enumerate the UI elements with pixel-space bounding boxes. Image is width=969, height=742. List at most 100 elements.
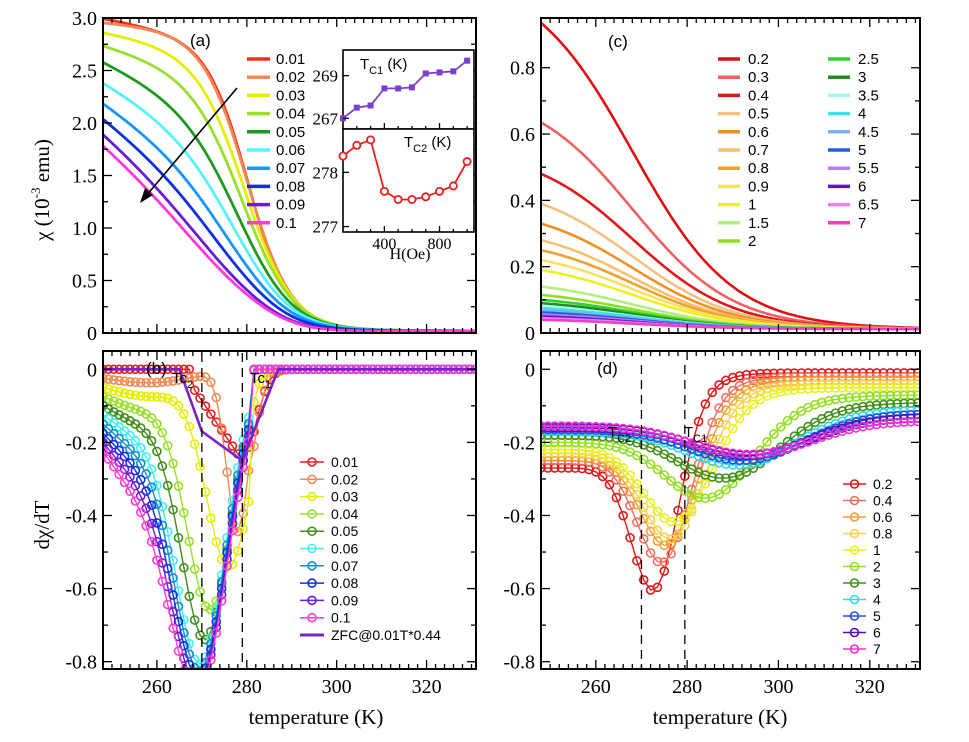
series-b-point-0.03 xyxy=(141,391,151,402)
series-d-point-2 xyxy=(775,422,786,432)
inset-bottom-xtick-label: 400 xyxy=(372,236,396,253)
panel-d-ytick-label: -0.8 xyxy=(503,652,535,674)
legend-c-label-1: 1 xyxy=(748,197,756,214)
series-b-point-0.1 xyxy=(146,536,157,547)
series-b-point-0.03 xyxy=(103,382,108,393)
series-d-point-2 xyxy=(782,415,793,426)
series-b-point-0.05 xyxy=(157,461,168,471)
series-d-point-0.2 xyxy=(700,399,711,409)
panel-d-xtick-label: 280 xyxy=(672,676,702,698)
series-d-point-0.8 xyxy=(727,408,738,418)
series-b-point-0.04 xyxy=(168,458,178,469)
series-d-point-7 xyxy=(871,419,882,430)
series-b-point-0.1 xyxy=(206,655,216,665)
series-b-point-0.05 xyxy=(119,413,130,423)
series-b-point-0.04 xyxy=(103,391,108,402)
panel-b-xtick-label: 260 xyxy=(142,676,172,698)
panel-a-ytick-label: 2.0 xyxy=(72,113,97,135)
series-b-point-0.05 xyxy=(114,410,124,420)
series-b-point-0.1 xyxy=(168,623,178,634)
series-d-point-2 xyxy=(693,492,704,503)
x-axis-label-right: temperature (K) xyxy=(653,705,788,729)
series-b-point-0.03 xyxy=(130,390,141,401)
inset-top-point xyxy=(408,84,415,91)
series-b-point-0.03 xyxy=(254,378,265,389)
series-d-point-2 xyxy=(844,392,855,403)
series-b-point-0.03 xyxy=(168,396,178,406)
series-b-point-0.02 xyxy=(152,377,162,388)
series-d-point-1 xyxy=(796,384,807,395)
series-b-point-0.02 xyxy=(168,376,178,386)
series-d-point-3 xyxy=(858,401,868,412)
series-b-point-0.03 xyxy=(238,524,249,534)
series-b-point-0.04 xyxy=(135,406,146,417)
series-d-point-0.2 xyxy=(727,372,738,383)
series-b-point-0.1 xyxy=(103,446,108,457)
series-b-point-0.04 xyxy=(103,394,114,404)
series-b-point-0.06 xyxy=(157,501,168,512)
series-b-point-0.06 xyxy=(152,480,162,491)
series-d-point-1 xyxy=(837,383,848,393)
series-b-point-0.05 xyxy=(135,423,146,433)
series-d-point-0.4 xyxy=(707,417,718,428)
series-d-point-0.2 xyxy=(734,371,745,381)
series-b-point-0.07 xyxy=(119,438,130,449)
series-b-point-0.02 xyxy=(222,467,232,478)
series-b-point-0.09 xyxy=(191,680,199,688)
inset-bottom-point xyxy=(338,151,348,161)
series-b-point-0.1 xyxy=(201,676,209,684)
series-d-point-0.8 xyxy=(775,381,786,391)
series-d-point-0.8 xyxy=(632,489,642,500)
legend-d-label-5: 5 xyxy=(873,608,881,624)
series-d-point-7 xyxy=(604,422,615,433)
series-b-point-0.1 xyxy=(125,486,135,497)
series-d-point-7 xyxy=(721,447,731,457)
legend-d-marker-4 xyxy=(849,594,860,605)
series-d-point-3 xyxy=(611,433,622,443)
series-b-point-0.09 xyxy=(125,472,135,482)
legend-c-label-2.5: 2.5 xyxy=(858,51,879,68)
series-b-point-0.09 xyxy=(103,444,114,454)
panel-a-ytick-label: 0 xyxy=(87,323,97,345)
series-b-point-0.04 xyxy=(206,604,216,615)
series-d-point-4 xyxy=(734,460,745,470)
series-b-point-0.1 xyxy=(254,364,265,375)
series-d-point-3 xyxy=(714,473,724,483)
series-d-point-7 xyxy=(570,421,581,432)
series-d-point-2 xyxy=(830,394,841,405)
series-b-point-0.08 xyxy=(141,486,151,496)
inset-top-point xyxy=(367,102,374,109)
series-b-point-0.1 xyxy=(152,555,162,566)
legend-d-marker-3 xyxy=(849,578,860,588)
series-d-point-2 xyxy=(817,397,827,408)
series-d-point-0.2 xyxy=(618,510,628,521)
legend-b-marker-0.01 xyxy=(307,457,317,467)
series-d-point-0.8 xyxy=(673,530,683,541)
series-d-point-7 xyxy=(659,430,670,441)
series-b-point-0.1 xyxy=(196,686,204,694)
series-b-point-0.03 xyxy=(135,391,146,401)
series-b-point-0.04 xyxy=(114,398,124,409)
series-d-point-1 xyxy=(611,457,622,467)
legend-b-marker-0.08 xyxy=(307,578,317,588)
series-b-point-0.08 xyxy=(157,539,168,549)
series-d-point-1 xyxy=(817,383,827,394)
series-b-point-0.02 xyxy=(184,373,195,383)
tc1-label-d: TC1 xyxy=(684,424,707,445)
series-d-point-0.2 xyxy=(673,505,683,516)
legend-d-marker-2 xyxy=(849,561,860,572)
series-d-point-0.4 xyxy=(755,374,765,385)
legend-c-label-0.5: 0.5 xyxy=(748,106,769,123)
legend-b-marker-0.02 xyxy=(307,474,317,485)
panel-d-xtick-label: 320 xyxy=(855,676,885,698)
series-b-point-0.08 xyxy=(103,428,108,438)
series-b-point-0.05 xyxy=(152,446,162,457)
legend-c-label-0.8: 0.8 xyxy=(748,160,769,177)
series-d-point-3 xyxy=(851,402,861,413)
series-b-point-0.04 xyxy=(179,508,189,518)
series-b-point-0.06 xyxy=(130,436,141,446)
series-d-point-7 xyxy=(577,421,587,432)
series-d-point-7 xyxy=(885,418,896,428)
series-d-point-2 xyxy=(864,391,875,401)
series-b-point-0.1 xyxy=(233,492,243,503)
